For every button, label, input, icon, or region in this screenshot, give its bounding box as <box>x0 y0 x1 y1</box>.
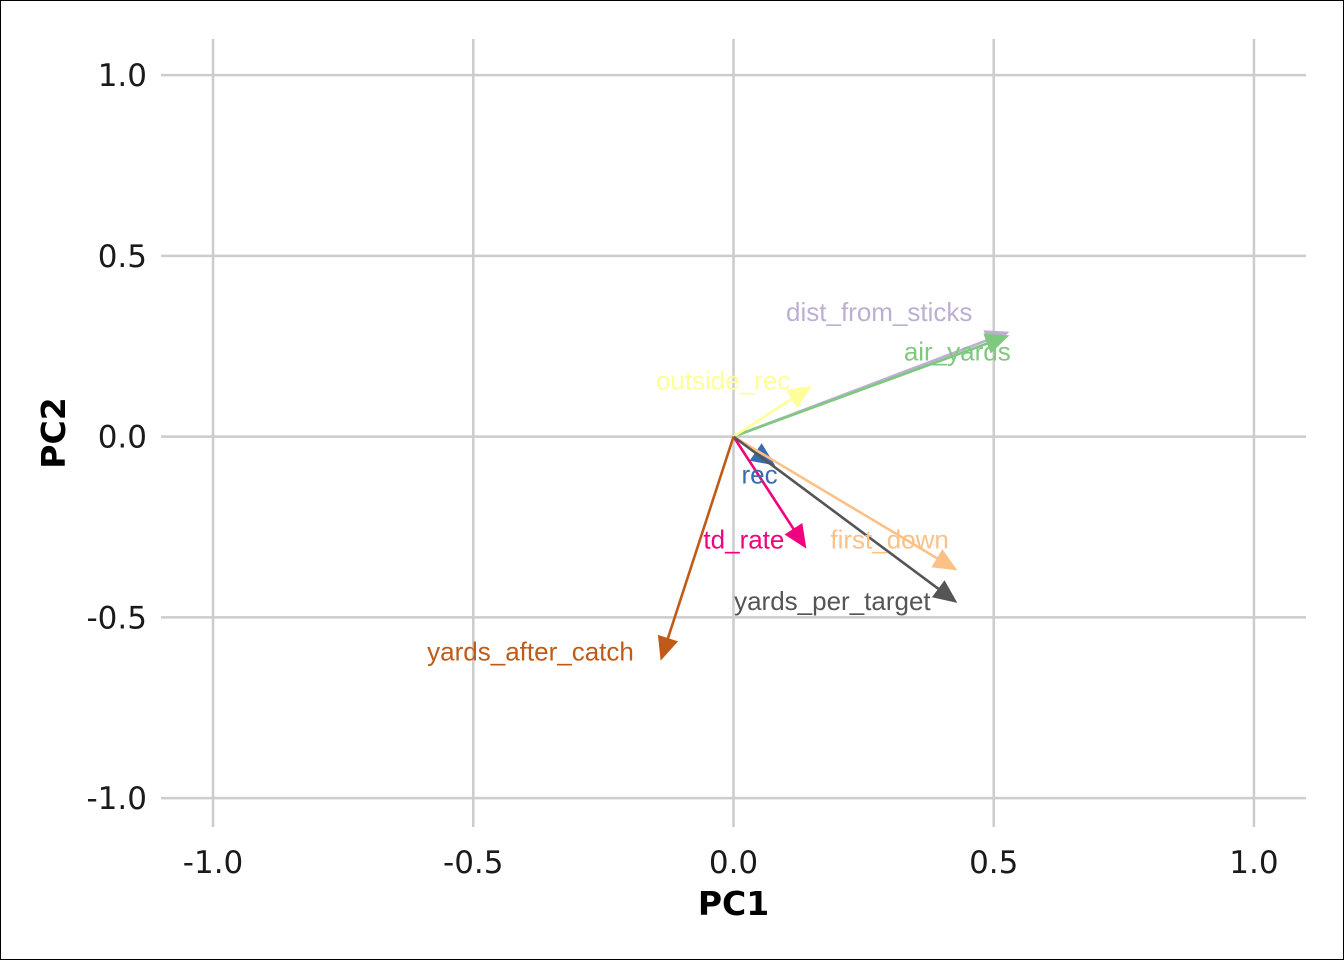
arrowhead-outside-rec <box>785 386 812 408</box>
y-tick-label: 0.5 <box>98 239 147 275</box>
x-tick-label: -0.5 <box>443 845 504 881</box>
arrowhead-air-yards <box>983 333 1010 354</box>
y-axis-title: PC2 <box>34 397 73 468</box>
x-tick-label: 1.0 <box>1229 845 1278 881</box>
vector-first-down <box>732 435 945 564</box>
grid-layer <box>161 39 1306 827</box>
vector-label-td-rate: td_rate <box>703 525 784 555</box>
arrowhead-yards-per-target <box>931 580 958 603</box>
arrowhead-yards-after-catch <box>657 634 679 661</box>
tick-label-layer: -1.0 -0.5 0.0 0.5 1.0 -1.0 -0.5 0.0 0.5 1.0 <box>87 58 1279 881</box>
vector-label-yards-per-target: yards_per_target <box>734 586 931 616</box>
y-tick-label: -1.0 <box>87 781 148 817</box>
vector-label-first-down: first_down <box>830 525 949 555</box>
arrowhead-td-rate <box>784 522 807 549</box>
vector-label-air-yards: air_yards <box>904 337 1011 367</box>
arrowhead-first-down <box>931 549 958 571</box>
x-tick-label: 0.0 <box>709 845 758 881</box>
vector-label-dist-from-sticks: dist_from_sticks <box>786 297 972 327</box>
vector-td-rate <box>732 435 799 537</box>
x-tick-label: -1.0 <box>183 845 244 881</box>
vector-label-rec: rec <box>741 460 777 490</box>
x-tick-label: 0.5 <box>969 845 1018 881</box>
vector-label-yards-after-catch: yards_after_catch <box>427 637 634 667</box>
y-tick-label: 0.0 <box>98 420 147 456</box>
vector-label-outside-rec: outside_rec <box>656 366 790 396</box>
vector-yards-after-catch <box>664 436 735 647</box>
vector-outside-rec <box>732 393 800 438</box>
y-tick-label: -0.5 <box>87 600 148 636</box>
vector-layer <box>657 330 1010 661</box>
x-axis-title: PC1 <box>698 884 769 923</box>
vector-yards-per-target <box>732 435 946 595</box>
vector-air-yards <box>733 339 996 438</box>
y-tick-label: 1.0 <box>98 58 147 94</box>
